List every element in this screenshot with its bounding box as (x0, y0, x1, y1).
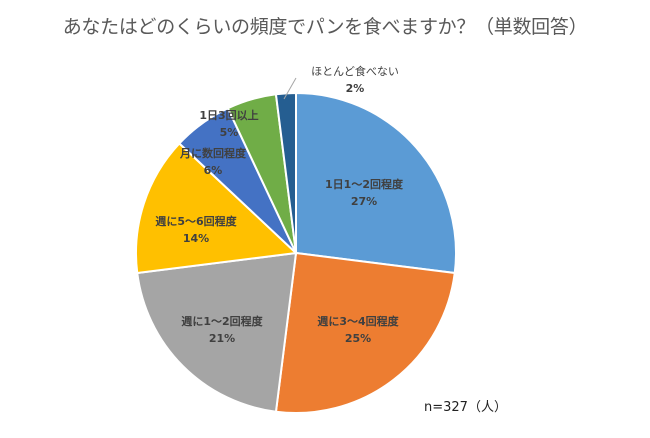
pie-slice (274, 251, 456, 414)
label-category: 月に数回程度 (180, 147, 246, 160)
data-label-1day-3plus: 1日3回以上 5% (199, 107, 258, 141)
label-percent: 5% (219, 126, 239, 139)
leader-line (283, 77, 297, 100)
data-label-week-1-2: 週に1〜2回程度 21% (181, 313, 262, 347)
label-category: 1日1〜2回程度 (325, 178, 403, 191)
data-label-week-3-4: 週に3〜4回程度 25% (317, 313, 398, 347)
label-category: 週に1〜2回程度 (181, 315, 263, 328)
chart-title: あなたはどのくらいの頻度でパンを食べますか？（単数回答） (62, 16, 588, 38)
label-percent: 6% (203, 164, 223, 177)
sample-size-note: n=327（人） (424, 400, 507, 415)
pie-slice (135, 142, 299, 275)
data-label-1day-1-2: 1日1〜2回程度 27% (325, 176, 403, 210)
pie-slice (136, 251, 298, 413)
label-percent: 25% (344, 332, 372, 345)
pie-slices (135, 91, 457, 414)
pie-slice (295, 91, 457, 275)
data-label-month-few: 月に数回程度 6% (180, 145, 246, 179)
label-percent: 14% (182, 232, 210, 245)
pie-slice (274, 91, 297, 254)
data-label-rarely: ほとんど食べない 2% (311, 63, 399, 97)
label-category: 週に5〜6回程度 (155, 215, 237, 228)
label-category: ほとんど食べない (311, 65, 399, 78)
label-category: 1日3回以上 (199, 109, 259, 122)
label-category: 週に3〜4回程度 (317, 315, 399, 328)
label-percent: 2% (345, 82, 365, 95)
data-label-week-5-6: 週に5〜6回程度 14% (155, 213, 236, 247)
label-percent: 27% (350, 195, 378, 208)
label-percent: 21% (208, 332, 236, 345)
